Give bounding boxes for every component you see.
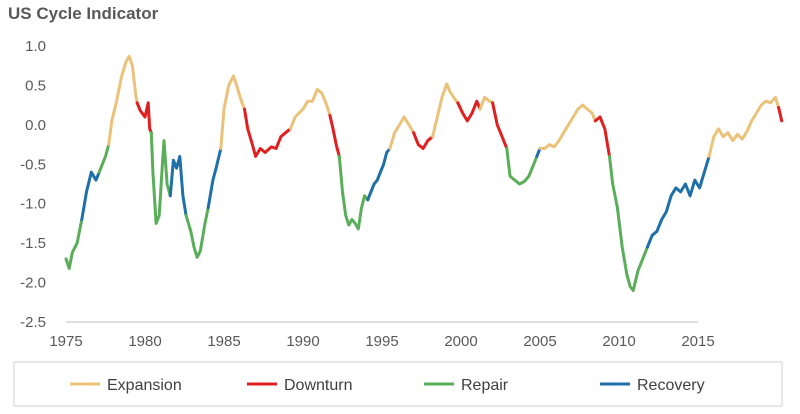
- x-tick-label: 1980: [128, 333, 161, 350]
- series-segment-recovery: [206, 147, 223, 210]
- series-segment-expansion: [707, 95, 781, 158]
- series-segment-repair: [64, 218, 84, 270]
- series-segment-repair: [337, 154, 370, 231]
- legend-label-recovery: Recovery: [637, 377, 705, 394]
- series-segment-recovery: [366, 147, 392, 202]
- x-tick-label: 2015: [681, 333, 714, 350]
- series-segment-expansion: [219, 74, 246, 150]
- series-segment-repair: [505, 147, 539, 186]
- series-segment-expansion: [388, 115, 416, 150]
- x-tick-label: 1985: [207, 333, 240, 350]
- legend-label-expansion: Expansion: [107, 377, 182, 394]
- y-tick-label: -2.0: [20, 275, 46, 292]
- y-tick-label: 0.0: [25, 117, 46, 134]
- x-tick-label: 1990: [286, 333, 319, 350]
- series-segment-expansion: [538, 103, 597, 150]
- series-segment-downturn: [243, 107, 292, 158]
- series-segment-expansion: [431, 82, 460, 139]
- y-tick-label: -2.5: [20, 314, 46, 331]
- series-segment-expansion: [107, 54, 139, 147]
- series-segment-downturn: [135, 101, 153, 135]
- x-axis-ticks: 1975 1980 1985 1990 1995 2000 2005 2010 2015: [49, 333, 714, 350]
- series-segment-downturn: [412, 131, 435, 150]
- series-segment-downturn: [456, 99, 482, 123]
- series-segment-downturn: [777, 106, 784, 123]
- legend-label-repair: Repair: [461, 377, 509, 394]
- series-segment-downturn: [328, 113, 341, 158]
- x-tick-label: 2005: [523, 333, 556, 350]
- x-tick-label: 1995: [365, 333, 398, 350]
- y-tick-label: 1.0: [25, 38, 46, 55]
- series-segment-repair: [149, 131, 172, 225]
- y-tick-label: -0.5: [20, 156, 46, 173]
- series-segment-expansion: [478, 95, 495, 111]
- legend: Expansion Downturn Repair Recovery: [70, 377, 705, 394]
- x-tick-label: 2000: [444, 333, 477, 350]
- series-segment-repair: [608, 154, 649, 292]
- legend-box: [13, 361, 783, 407]
- chart-title: US Cycle Indicator: [8, 4, 159, 23]
- x-tick-label: 2010: [602, 333, 635, 350]
- y-tick-label: 0.5: [25, 77, 46, 94]
- series-segment-recovery: [645, 154, 711, 249]
- series-segment-expansion: [288, 87, 332, 131]
- series-segment-repair: [184, 206, 210, 259]
- cycle-series: [64, 54, 784, 292]
- y-axis-ticks: 1.0 0.5 0.0 -0.5 -1.0 -1.5 -2.0 -2.5: [20, 38, 46, 331]
- series-segment-downturn: [491, 101, 509, 150]
- y-tick-label: -1.0: [20, 196, 46, 213]
- series-segment-downturn: [593, 115, 611, 158]
- series-segment-recovery: [168, 154, 188, 217]
- series-segment-recovery: [80, 170, 101, 221]
- x-tick-label: 1975: [49, 333, 82, 350]
- legend-label-downturn: Downturn: [284, 377, 352, 394]
- y-tick-label: -1.5: [20, 235, 46, 252]
- series-segment-repair: [97, 143, 111, 174]
